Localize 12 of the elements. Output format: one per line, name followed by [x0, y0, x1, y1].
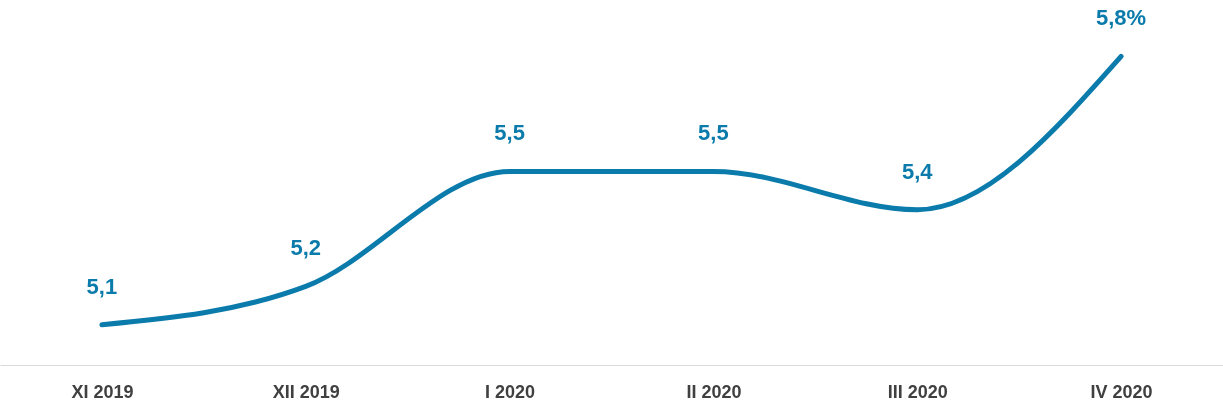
x-tick-label: II 2020 — [686, 381, 742, 402]
x-tick-label: XI 2019 — [71, 381, 134, 402]
x-tick-label: IV 2020 — [1090, 381, 1153, 402]
x-tick-label: XII 2019 — [272, 381, 340, 402]
x-tick-label: III 2020 — [887, 381, 948, 402]
data-label: 5,8% — [1096, 5, 1147, 31]
data-label: 5,1 — [86, 273, 118, 299]
data-label: 5,5 — [698, 120, 729, 146]
data-label: 5,2 — [290, 235, 322, 261]
x-tick-label: I 2020 — [485, 381, 536, 402]
data-label: 5,4 — [901, 158, 934, 184]
data-label: 5,5 — [494, 120, 525, 146]
